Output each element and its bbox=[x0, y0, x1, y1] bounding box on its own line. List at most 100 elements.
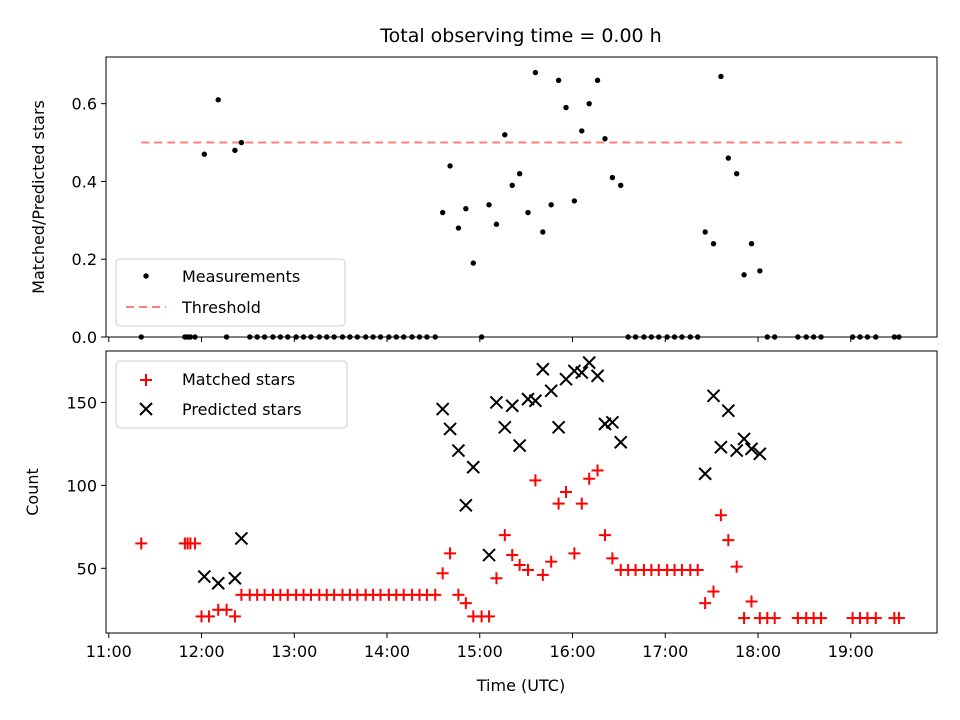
matched-stars-point bbox=[575, 497, 588, 510]
measurement-point bbox=[571, 198, 578, 204]
predicted-stars-point bbox=[575, 365, 589, 380]
legend-predicted-marker bbox=[139, 402, 153, 416]
x-tick-label: 15:00 bbox=[457, 642, 503, 661]
predicted-stars-point bbox=[753, 447, 767, 461]
measurement-point bbox=[509, 182, 515, 189]
measurement-point bbox=[609, 174, 616, 181]
predicted-stars-point bbox=[489, 395, 504, 410]
measurement-point bbox=[439, 209, 446, 216]
measurement-point bbox=[579, 128, 585, 134]
matched-stars-point bbox=[606, 552, 619, 565]
predicted-stars-point bbox=[228, 571, 242, 585]
matched-stars-point bbox=[560, 486, 573, 498]
predicted-stars-point bbox=[211, 576, 225, 590]
matched-stars-point bbox=[490, 572, 503, 585]
measurement-point bbox=[525, 209, 531, 216]
matched-stars-point bbox=[189, 537, 202, 550]
measurement-point bbox=[594, 77, 601, 84]
measurement-point bbox=[493, 221, 500, 227]
x-tick-label: 14:00 bbox=[364, 642, 410, 661]
measurement-point bbox=[470, 260, 476, 266]
predicted-stars-point bbox=[551, 420, 566, 435]
measurement-point bbox=[586, 100, 592, 107]
matched-stars-point bbox=[459, 597, 472, 610]
measurement-point bbox=[238, 139, 245, 146]
measurement-point bbox=[618, 182, 624, 189]
measurement-point bbox=[201, 151, 208, 157]
legend-threshold-label: Threshold bbox=[181, 298, 261, 317]
measurement-point bbox=[215, 97, 221, 103]
matched-stars-point bbox=[768, 612, 781, 625]
measurement-point bbox=[563, 104, 569, 111]
y-tick-label: 150 bbox=[66, 393, 97, 412]
measurement-point bbox=[455, 225, 462, 231]
matched-stars-point bbox=[436, 567, 449, 580]
predicted-stars-point bbox=[721, 404, 736, 418]
predicted-stars-point bbox=[714, 440, 728, 454]
matched-stars-point bbox=[545, 555, 558, 568]
y-tick-label: 0.6 bbox=[72, 95, 97, 114]
matched-stars-point bbox=[135, 537, 148, 550]
matched-stars-point bbox=[536, 568, 549, 581]
predicted-stars-point bbox=[234, 531, 249, 546]
measurement-point bbox=[710, 240, 717, 247]
measurement-point bbox=[447, 163, 453, 169]
legend-predicted-label: Predicted stars bbox=[182, 400, 302, 419]
predicted-stars-point bbox=[706, 389, 721, 403]
bottom-plot-frame bbox=[105, 350, 938, 634]
measurement-point bbox=[548, 202, 554, 208]
x-tick-label: 16:00 bbox=[549, 642, 595, 661]
matched-stars-point bbox=[892, 612, 905, 625]
matched-stars-point bbox=[714, 509, 727, 522]
top-y-axis-label: Matched/Predicted stars bbox=[29, 100, 48, 294]
predicted-stars-point bbox=[482, 548, 496, 562]
predicted-stars-point bbox=[498, 420, 512, 435]
measurement-point bbox=[486, 202, 492, 208]
measurement-point bbox=[516, 170, 523, 177]
legend-matched-label: Matched stars bbox=[182, 370, 295, 389]
bottom-x-axis-label: Time (UTC) bbox=[476, 676, 565, 695]
y-tick-label: 50 bbox=[77, 559, 97, 578]
predicted-stars-point bbox=[197, 569, 212, 584]
measurement-point bbox=[748, 240, 755, 247]
x-tick-label: 12:00 bbox=[178, 642, 224, 661]
matched-stars-point bbox=[521, 563, 534, 576]
measurement-point bbox=[702, 229, 708, 235]
predicted-stars-point bbox=[744, 442, 759, 456]
bottom-legend-box bbox=[115, 360, 348, 429]
y-tick-label: 0.0 bbox=[72, 328, 97, 347]
matched-stars-point bbox=[529, 474, 542, 487]
predicted-stars-point bbox=[459, 498, 473, 512]
matched-stars-point bbox=[228, 610, 241, 623]
matched-stars-point bbox=[707, 585, 720, 598]
matched-stars-point bbox=[722, 534, 735, 547]
bottom-ticks-layer: 50 100 150 11:00 12:00 13:00 14:00 15:00 16:00 17… bbox=[66, 393, 873, 661]
predicted-stars-point bbox=[590, 369, 605, 383]
predicted-stars-point bbox=[528, 394, 543, 408]
matched-stars-point bbox=[429, 588, 442, 601]
matched-stars-point bbox=[552, 497, 565, 510]
bottom-legend: Matched stars Predicted stars bbox=[115, 360, 348, 429]
bottom-panel-count: Count Time (UTC) 50 100 150 11:00 12:00 13:00… bbox=[23, 350, 938, 695]
measurement-point bbox=[757, 268, 763, 274]
predicted-stars-point bbox=[466, 460, 480, 474]
measurement-point bbox=[718, 73, 724, 80]
matched-stars-point bbox=[598, 529, 611, 542]
measurement-point bbox=[463, 205, 469, 212]
y-tick-label: 0.2 bbox=[72, 250, 97, 269]
measurement-point bbox=[725, 155, 732, 161]
chart-title: Total observing time = 0.00 h bbox=[379, 25, 661, 47]
bottom-marks-layer bbox=[135, 355, 905, 625]
matched-stars-point bbox=[738, 612, 751, 625]
matched-stars-point bbox=[498, 529, 511, 542]
matched-stars-point bbox=[869, 612, 882, 625]
legend-measurements-marker bbox=[143, 273, 149, 279]
predicted-stars-point bbox=[582, 355, 596, 370]
predicted-stars-point bbox=[737, 432, 751, 446]
matched-stars-point bbox=[452, 588, 465, 601]
matched-stars-point bbox=[583, 472, 596, 485]
y-tick-label: 0.4 bbox=[72, 172, 97, 191]
predicted-stars-point bbox=[536, 362, 550, 376]
bottom-y-axis-label: Count bbox=[23, 468, 42, 516]
